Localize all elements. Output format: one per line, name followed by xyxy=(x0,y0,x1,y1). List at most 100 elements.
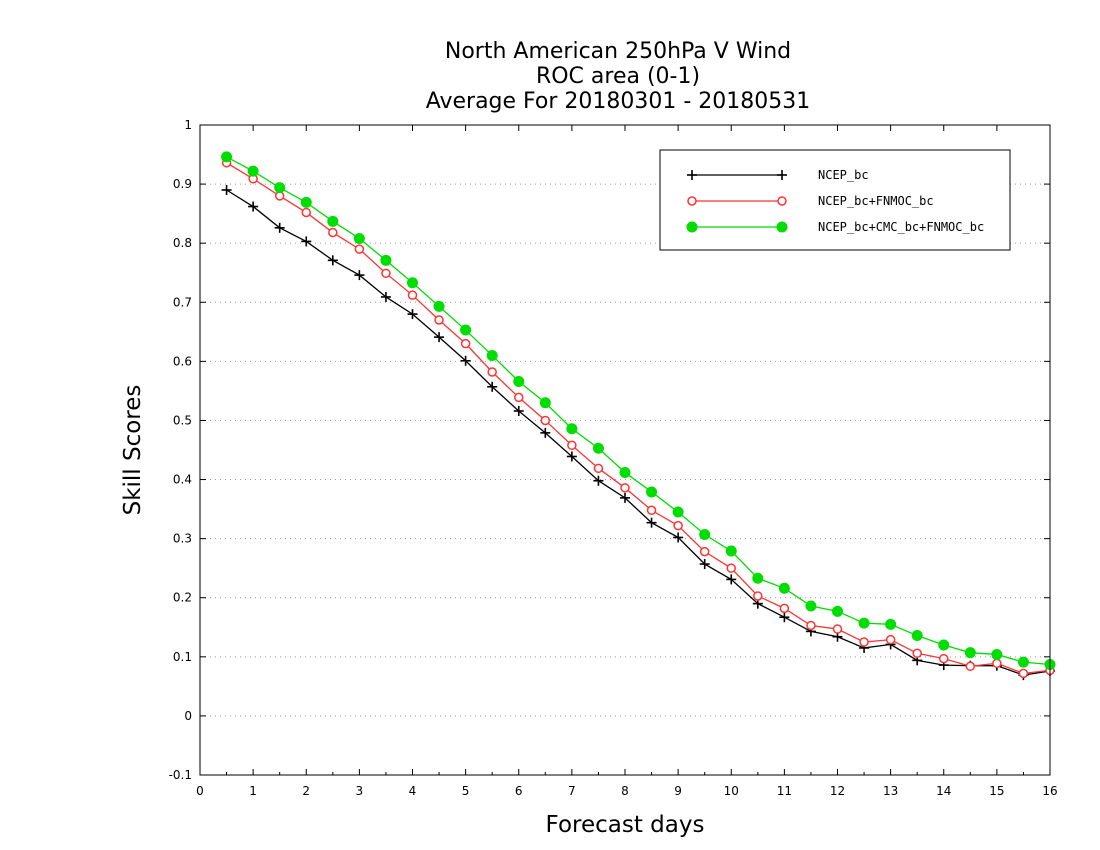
data-point xyxy=(912,648,922,659)
x-axis-label: Forecast days xyxy=(546,812,705,838)
legend-item: NCEP_bc+CMC_bc+FNMOC_bc xyxy=(686,220,984,234)
data-point xyxy=(619,466,631,478)
data-point xyxy=(646,486,658,498)
data-point xyxy=(779,603,790,614)
data-point xyxy=(434,315,444,325)
data-point xyxy=(353,232,365,244)
x-tick-label: 15 xyxy=(989,784,1004,798)
x-tick-label: 9 xyxy=(674,784,682,798)
title-line-3: Average For 20180301 - 20180531 xyxy=(426,89,811,114)
data-point xyxy=(673,532,684,543)
x-tick-label: 10 xyxy=(724,784,739,798)
data-point xyxy=(858,617,870,629)
data-point xyxy=(513,375,525,387)
data-point xyxy=(514,392,524,403)
data-point xyxy=(699,529,711,540)
data-point xyxy=(859,637,869,647)
data-point xyxy=(646,517,657,528)
data-point xyxy=(566,423,578,435)
data-point xyxy=(991,648,1003,660)
data-point xyxy=(992,658,1002,669)
data-series xyxy=(221,151,1056,681)
data-point xyxy=(885,634,896,645)
data-point xyxy=(380,291,391,302)
x-tick-label: 6 xyxy=(515,784,523,798)
data-point xyxy=(699,546,710,557)
data-point xyxy=(592,442,604,454)
legend-item: NCEP_bc xyxy=(687,168,869,182)
data-point xyxy=(885,618,897,630)
data-point xyxy=(777,170,787,180)
y-tick-label: 0.3 xyxy=(173,532,192,546)
y-tick-label: 0.4 xyxy=(173,473,192,487)
legend-label: NCEP_bc+FNMOC_bc xyxy=(818,194,934,208)
x-tick-label: 13 xyxy=(883,784,898,798)
data-point xyxy=(725,545,737,557)
x-tick-label: 2 xyxy=(302,784,310,798)
data-point xyxy=(726,574,737,585)
data-point xyxy=(752,572,764,584)
data-point xyxy=(964,647,976,659)
data-point xyxy=(776,221,788,233)
data-point xyxy=(301,207,311,218)
data-point xyxy=(687,170,697,180)
chart-title: North American 250hPa V Wind ROC area (0… xyxy=(426,39,811,114)
legend: NCEP_bc NCEP_bc+FNMOC_bc NCEP_bc+CMC_bc+FN… xyxy=(659,149,1011,251)
y-tick-label: 0.8 xyxy=(173,236,192,250)
y-tick-label: 0.1 xyxy=(173,650,192,664)
data-point xyxy=(911,630,923,642)
data-point xyxy=(938,639,950,651)
y-tick-label: 0.7 xyxy=(173,295,192,309)
plot-frame xyxy=(199,124,1051,776)
legend-item: NCEP_bc+FNMOC_bc xyxy=(687,194,934,208)
data-point xyxy=(777,196,787,206)
x-tick-label: 16 xyxy=(1042,784,1057,798)
data-point xyxy=(274,222,285,233)
data-point xyxy=(460,324,472,336)
data-point xyxy=(460,338,471,349)
data-point xyxy=(328,227,338,238)
data-point xyxy=(620,483,630,493)
y-axis-label: Skill Scores xyxy=(120,385,146,516)
axes: -0.100.10.20.30.40.50.60.70.80.910 1 2 3 4 5 6… xyxy=(169,118,1058,798)
data-point xyxy=(486,349,498,361)
data-point xyxy=(672,506,684,518)
x-tick-label: 5 xyxy=(462,784,470,798)
data-point xyxy=(673,520,683,531)
data-point xyxy=(274,182,286,194)
y-tick-label: 0.5 xyxy=(173,413,192,427)
data-point xyxy=(778,582,790,594)
data-point xyxy=(221,151,233,163)
data-point xyxy=(687,196,697,206)
x-tick-label: 12 xyxy=(830,784,845,798)
data-point xyxy=(407,277,418,289)
x-tick-label: 3 xyxy=(356,784,364,798)
data-point xyxy=(699,559,710,570)
data-point xyxy=(327,215,339,227)
data-point xyxy=(434,332,445,343)
data-point xyxy=(593,475,604,486)
data-point xyxy=(354,270,365,281)
data-point xyxy=(539,397,551,409)
y-tick-label: 0.9 xyxy=(173,177,192,191)
data-point xyxy=(1018,668,1029,679)
data-point xyxy=(540,415,551,426)
data-point xyxy=(433,300,445,312)
data-point xyxy=(460,355,471,366)
title-line-1: North American 250hPa V Wind xyxy=(445,39,791,64)
data-point xyxy=(939,653,949,664)
data-point xyxy=(407,309,418,320)
data-point xyxy=(686,221,698,233)
data-point xyxy=(247,165,259,177)
data-point xyxy=(487,381,498,392)
data-point xyxy=(327,255,338,266)
series-2 xyxy=(221,158,1055,679)
legend-label: NCEP_bc+CMC_bc+FNMOC_bc xyxy=(818,220,984,234)
data-point xyxy=(567,440,577,451)
data-point xyxy=(593,463,604,474)
legend-box xyxy=(659,149,1011,251)
data-point xyxy=(832,624,843,634)
series-line xyxy=(226,162,1051,675)
title-line-2: ROC area (0-1) xyxy=(536,64,700,89)
